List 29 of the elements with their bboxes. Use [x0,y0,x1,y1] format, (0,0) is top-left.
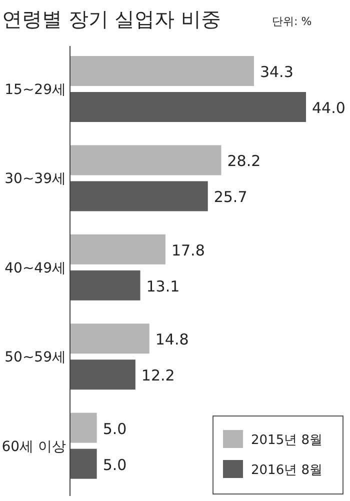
bar [70,145,222,176]
data-label: 14.8 [155,330,189,349]
y-tick-label: 60세 이상 [2,438,66,455]
data-label: 34.3 [260,63,294,81]
bar [70,412,97,443]
legend-label: 2016년 8월 [251,463,322,478]
data-label: 5.0 [102,456,127,474]
data-label: 25.7 [214,188,248,206]
y-tick-label: 50~59세 [4,350,66,366]
y-tick-label: 30~39세 [4,171,66,188]
y-tick-label: 15~29세 [4,82,66,98]
data-label: 17.8 [171,241,205,260]
data-label: 5.0 [102,420,127,438]
bar [70,448,97,479]
chart-title: 연령별 장기 실업자 비중 [2,7,222,31]
bar [70,234,166,264]
bar [70,181,208,212]
data-label: 12.2 [141,366,175,385]
chart-subtitle: 단위: % [272,15,312,28]
bar [70,324,150,354]
data-label: 13.1 [146,277,180,296]
data-label: 44.0 [312,99,346,117]
bar [70,92,306,122]
y-tick-label: 40~49세 [4,260,66,276]
bar [70,360,136,390]
bar [70,270,140,300]
bar [70,56,254,86]
legend-label: 2015년 8월 [251,433,322,448]
data-label: 28.2 [227,152,261,170]
